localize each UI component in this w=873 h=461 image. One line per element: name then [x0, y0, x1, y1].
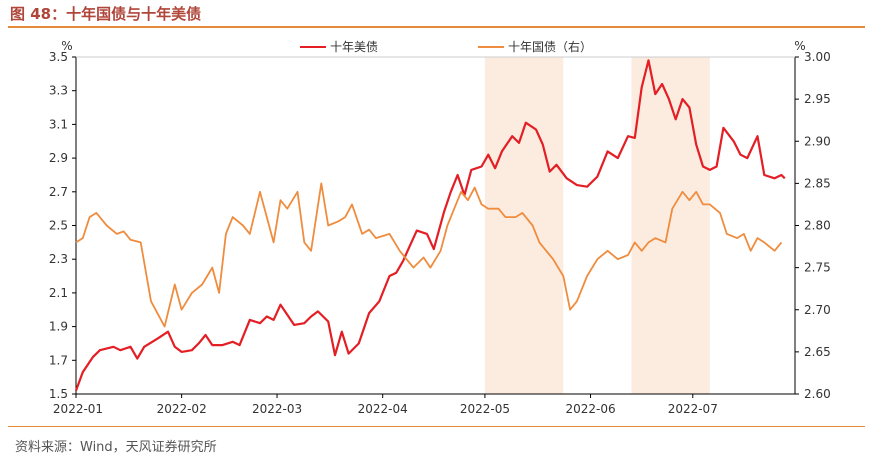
- left-tick-label: 3.1: [49, 117, 68, 131]
- x-tick-label: 2022-02: [157, 402, 207, 416]
- source-note: 资料来源：Wind，天风证券研究所: [15, 440, 217, 455]
- series-line-cn10y: [75, 182, 783, 328]
- left-axis-unit: %: [61, 39, 72, 53]
- left-tick-label: 2.5: [49, 219, 68, 233]
- left-axis: 1.5 1.7 1.9 2.1 2.3 2.5 2.7 2.9 3.1 3.3 3.5: [49, 50, 76, 401]
- left-tick-label: 3.3: [49, 84, 68, 98]
- legend: 十年美债 十年国债（右）: [300, 39, 592, 54]
- series-line-us10y: [74, 59, 786, 391]
- right-tick-label: 2.95: [804, 92, 831, 106]
- x-tick-label: 2022-05: [460, 402, 510, 416]
- chart-title: 图 48：十年国债与十年美债: [10, 5, 202, 23]
- shaded-period-0: [484, 57, 564, 394]
- x-tick-label: 2022-03: [252, 402, 302, 416]
- left-tick-label: 3.5: [49, 50, 68, 64]
- x-tick-label: 2022-06: [565, 402, 615, 416]
- right-tick-label: 2.65: [804, 345, 831, 359]
- left-tick-label: 1.5: [49, 387, 68, 401]
- x-tick-label: 2022-07: [668, 402, 718, 416]
- x-tick-label: 2022-04: [358, 402, 408, 416]
- footer-divider: [8, 426, 865, 427]
- right-axis: 2.60 2.65 2.70 2.75 2.80 2.85 2.90 2.95 3.00: [795, 50, 831, 401]
- left-tick-label: 2.9: [49, 151, 68, 165]
- left-tick-label: 2.1: [49, 286, 68, 300]
- shaded-period-1: [631, 57, 710, 394]
- x-axis: 2022-01 2022-02 2022-03 2022-04 2022-05 2022-…: [53, 394, 718, 416]
- title-divider: [8, 26, 865, 28]
- right-tick-label: 3.00: [804, 50, 831, 64]
- right-tick-label: 2.80: [804, 219, 831, 233]
- right-tick-label: 2.60: [804, 387, 831, 401]
- shaded-periods: [484, 57, 710, 394]
- left-tick-label: 2.7: [49, 185, 68, 199]
- right-tick-label: 2.90: [804, 134, 831, 148]
- line-chart: 1.51.71.92.12.32.52.72.93.13.33.5 2.602.…: [49, 39, 831, 416]
- left-tick-label: 1.9: [49, 320, 68, 334]
- right-tick-label: 2.85: [804, 176, 831, 190]
- left-tick-label: 2.3: [49, 252, 68, 266]
- x-tick-label: 2022-01: [53, 402, 103, 416]
- right-tick-label: 2.75: [804, 261, 831, 275]
- left-tick-label: 1.7: [49, 353, 68, 367]
- legend-label-cn10y: 十年国债（右）: [508, 39, 592, 54]
- right-tick-label: 2.70: [804, 303, 831, 317]
- legend-label-us10y: 十年美债: [330, 40, 378, 54]
- series-lines: [74, 59, 786, 391]
- right-axis-unit: %: [794, 39, 805, 53]
